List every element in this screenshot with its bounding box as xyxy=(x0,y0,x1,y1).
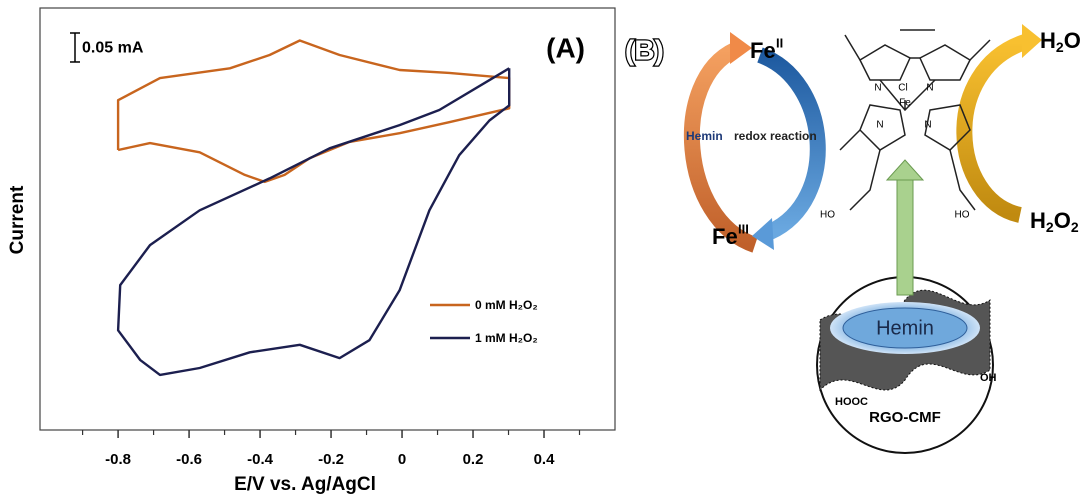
arrowhead xyxy=(1022,24,1042,58)
group-label: OH xyxy=(980,372,997,384)
arrowhead xyxy=(730,32,752,64)
atom: HO xyxy=(820,210,835,221)
atom: N xyxy=(924,120,931,131)
scale-bar-label: 0.05 mA xyxy=(82,40,144,57)
arrowhead xyxy=(752,218,774,250)
arrow xyxy=(896,174,914,296)
series-line xyxy=(116,39,511,184)
fe2: Fe xyxy=(750,38,776,63)
x-tick-label: 0 xyxy=(398,451,406,468)
legend-label: 0 mM H₂O₂ xyxy=(475,298,538,312)
reaction-label: Hemin xyxy=(686,129,723,143)
atom: N xyxy=(874,83,881,94)
panel-label: (B) xyxy=(625,34,664,65)
h2o: H2O xyxy=(1040,28,1081,55)
x-tick-label: -0.6 xyxy=(176,451,202,468)
h2o2: H2O2 xyxy=(1030,208,1079,235)
atom: Fe xyxy=(899,98,911,109)
arrow xyxy=(683,42,758,253)
x-tick-label: 0.4 xyxy=(534,451,556,468)
panel-label: (A) xyxy=(546,32,585,63)
hemin-ellipse xyxy=(842,307,968,349)
fe2-sup: II xyxy=(776,35,783,50)
x-tick-label: -0.2 xyxy=(318,451,344,468)
diagram: (B) Cl Fe N N N N HO HO Hemin redox reac… xyxy=(624,24,1081,454)
molecule xyxy=(839,29,991,211)
atom: N xyxy=(876,120,883,131)
arrowhead xyxy=(885,159,925,181)
x-tick-label: 0.2 xyxy=(463,451,484,468)
hemin-label: Hemin xyxy=(876,317,934,339)
fe3: Fe xyxy=(712,224,738,249)
plot-frame xyxy=(39,7,616,431)
support-label: RGO-CMF xyxy=(869,409,941,426)
atom: Cl xyxy=(898,83,907,94)
y-axis-title: Current xyxy=(7,185,28,254)
arrow xyxy=(756,47,826,240)
group-label: HOOC xyxy=(835,396,868,408)
legend-label: 1 mM H₂O₂ xyxy=(475,331,538,345)
x-tick-label: -0.4 xyxy=(247,451,274,468)
x-tick-label: -0.8 xyxy=(105,451,131,468)
fe3-sup: III xyxy=(738,221,749,236)
arrow xyxy=(956,34,1028,223)
reaction-label: redox reaction xyxy=(734,129,817,143)
x-axis-title: E/V vs. Ag/AgCl xyxy=(234,474,376,495)
atom: HO xyxy=(955,210,970,221)
atom: N xyxy=(926,83,933,94)
series-line xyxy=(116,67,511,377)
